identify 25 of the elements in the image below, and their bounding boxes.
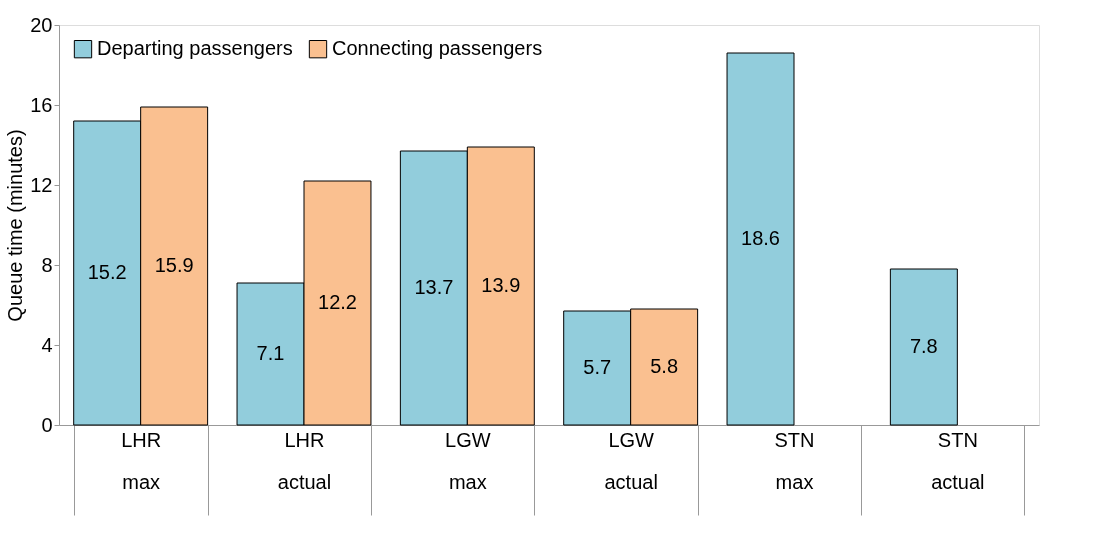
data-label: 15.9 xyxy=(154,254,194,276)
data-label: 7.1 xyxy=(256,342,285,364)
legend-label: Connecting passengers xyxy=(332,37,543,60)
data-label: 13.9 xyxy=(481,274,521,296)
y-tick-label: 12 xyxy=(30,173,53,196)
y-tick-label: 8 xyxy=(41,253,53,276)
data-label: 15.2 xyxy=(87,261,127,283)
y-axis-title: Queue time (minutes) xyxy=(4,129,27,322)
legend-label: Departing passengers xyxy=(97,37,293,60)
y-tick-label: 20 xyxy=(30,13,53,36)
x-tick-label: LGW max xyxy=(445,428,491,493)
data-label: 7.8 xyxy=(909,335,938,357)
data-label: 5.8 xyxy=(650,355,679,377)
x-tick-label: LGW actual xyxy=(604,428,658,493)
data-label: 18.6 xyxy=(741,227,780,249)
x-tick-label: STN max xyxy=(774,428,815,493)
x-tick-label: LHR max xyxy=(121,428,162,493)
data-label: 13.7 xyxy=(414,276,454,298)
x-tick-label: STN actual xyxy=(931,428,985,493)
y-tick-label: 16 xyxy=(30,93,53,116)
x-tick-label: LHR actual xyxy=(277,428,332,493)
data-label: 12.2 xyxy=(318,291,357,313)
y-tick-label: 0 xyxy=(41,413,53,436)
data-label: 5.7 xyxy=(583,356,612,378)
y-tick-label: 4 xyxy=(41,333,53,356)
